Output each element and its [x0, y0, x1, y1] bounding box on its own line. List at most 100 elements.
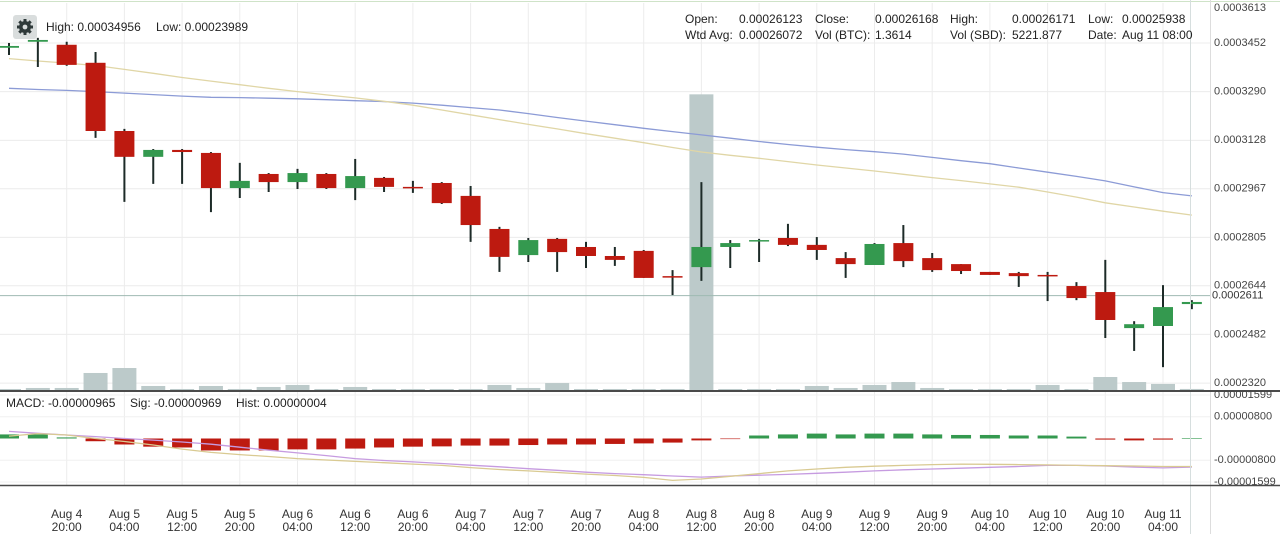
candle-body — [114, 130, 135, 157]
macd-hist-bar — [749, 435, 770, 439]
volume-bar — [285, 384, 310, 390]
candle-body — [951, 264, 972, 272]
macd-hist-bar — [172, 438, 193, 448]
macd-hist-bar — [864, 433, 885, 439]
candle-body — [143, 149, 164, 157]
candle-body — [979, 271, 1000, 275]
x-tick-label: Aug 10 12:00 — [1028, 507, 1067, 534]
y-tick-label: 0.00000800 — [1214, 411, 1272, 423]
macd-hist-bar — [893, 433, 914, 439]
volume-bar — [458, 388, 483, 390]
candle-body — [489, 228, 510, 257]
volume-bar — [170, 388, 195, 390]
volume-bar — [977, 388, 1002, 390]
volume-bar — [0, 388, 21, 390]
info-value: 0.00026168 — [875, 12, 939, 26]
moving-average — [8, 87, 1192, 197]
grid-layer — [0, 3, 1210, 485]
info-value: 0.00025938 — [1122, 12, 1186, 26]
volume-bar — [660, 388, 685, 390]
volume-bar — [487, 384, 512, 390]
x-tick-label: Aug 8 04:00 — [628, 507, 660, 534]
candle-body — [691, 246, 712, 268]
macd-hist-bar — [85, 438, 106, 442]
y-tick-label: 0.00001599 — [1214, 389, 1272, 401]
x-tick-label: Aug 7 04:00 — [454, 507, 487, 534]
candle-body — [287, 173, 308, 183]
range-low: Low: 0.00023989 — [156, 20, 249, 34]
volume-bar — [372, 388, 397, 390]
macd-legend-item: Hist: 0.00000004 — [236, 396, 327, 410]
candle-body — [229, 180, 250, 189]
y-tick-label: 0.0002967 — [1214, 183, 1266, 195]
x-tick-label: Aug 10 20:00 — [1086, 507, 1125, 534]
macd-hist-bar — [662, 438, 683, 443]
volume-bar — [545, 383, 570, 390]
x-tick-label: Aug 9 20:00 — [916, 507, 948, 534]
volume-bar — [1093, 376, 1118, 390]
moving-average — [8, 57, 1192, 216]
info-label: Vol (SBD): — [950, 28, 1007, 42]
candle-body — [1124, 324, 1145, 329]
y-tick-label: -0.00000800 — [1214, 454, 1276, 466]
candle-body — [1095, 292, 1116, 320]
macd-hist-bar — [402, 438, 423, 447]
info-value: 1.3614 — [875, 28, 912, 42]
volume-bar — [920, 387, 945, 390]
x-tick-label: Aug 11 04:00 — [1144, 507, 1182, 534]
macd-legend-item: Sig: -0.00000969 — [130, 396, 222, 410]
macd-hist-bar — [1181, 438, 1202, 439]
macd-hist-bar — [460, 438, 481, 446]
x-tick-label: Aug 6 20:00 — [397, 507, 429, 534]
y-tick-label: -0.00001599 — [1214, 476, 1276, 488]
info-label: Date: — [1088, 28, 1117, 42]
volume-bar — [1064, 388, 1089, 390]
candle-body — [518, 240, 539, 256]
candle-body — [749, 240, 770, 242]
candle-body — [835, 258, 856, 265]
volume-bar — [1006, 388, 1031, 390]
macd-hist-bar — [1095, 438, 1116, 440]
x-tick-label: Aug 5 12:00 — [166, 507, 198, 534]
macd-hist-bar — [518, 438, 539, 446]
candle-body — [402, 186, 423, 189]
candle-body — [662, 276, 683, 278]
volume-bar — [429, 388, 454, 390]
macd-hist-bar — [345, 438, 366, 449]
candle-body — [1037, 274, 1058, 277]
volume-bar — [574, 388, 598, 390]
macd-hist-bar — [27, 434, 48, 439]
volume-bar — [343, 386, 368, 390]
settings-icon[interactable] — [17, 19, 33, 35]
volume-layer — [0, 94, 1204, 390]
y-tick-label: 0.0003290 — [1214, 86, 1266, 98]
volume-bar — [314, 388, 339, 390]
volume-bar — [1179, 388, 1204, 390]
y-tick-label: 0.0003613 — [1214, 2, 1266, 14]
volume-bar — [54, 387, 79, 390]
volume-bar — [804, 385, 829, 390]
x-tick-label: Aug 6 12:00 — [339, 507, 371, 534]
volume-bar — [400, 388, 425, 390]
macd-hist-bar — [56, 437, 77, 439]
info-value: 0.00026123 — [739, 12, 803, 26]
x-tick-label: Aug 5 04:00 — [108, 507, 141, 534]
volume-bar — [833, 387, 858, 390]
macd-hist-bar — [806, 433, 827, 439]
volume-bar — [198, 385, 223, 390]
volume-bar — [141, 385, 166, 390]
macd-hist-bar — [1037, 435, 1058, 439]
macd-hist-bar — [691, 438, 712, 441]
info-label: Vol (BTC): — [815, 28, 871, 42]
y-tick-label: 0.0003452 — [1214, 37, 1266, 49]
info-value: 0.00026072 — [739, 28, 803, 42]
macd-hist-bar — [633, 438, 654, 444]
y-tick-label: 0.0002644 — [1214, 280, 1266, 292]
macd-hist-bar — [604, 438, 625, 444]
macd-hist-bar — [777, 434, 798, 439]
line-layer — [0, 57, 1210, 297]
volume-bar — [516, 387, 541, 390]
macd-legend-item: MACD: -0.00000965 — [6, 396, 116, 410]
macd-layer — [0, 430, 1202, 482]
macd-hist-bar — [547, 438, 568, 445]
